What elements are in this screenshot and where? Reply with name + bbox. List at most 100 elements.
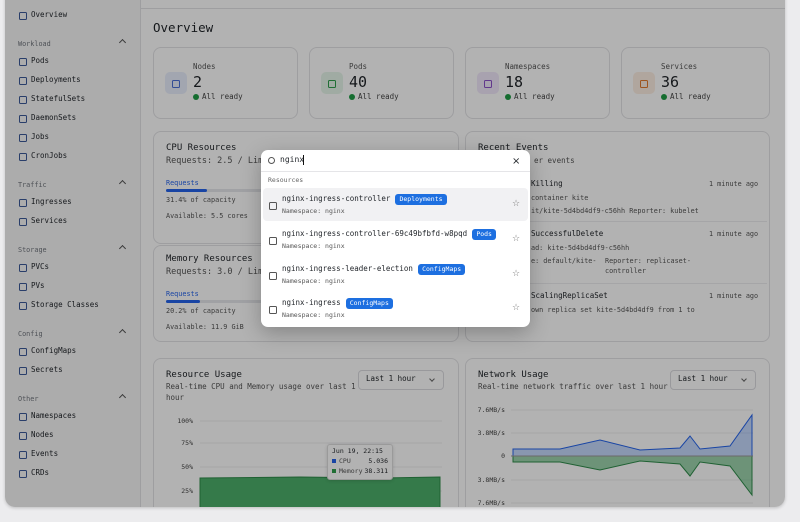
stat-status: All ready — [358, 92, 399, 101]
stat-label: Nodes — [193, 62, 216, 71]
card-title: Network Usage — [478, 370, 549, 380]
close-button[interactable]: × — [512, 156, 521, 167]
icon — [19, 96, 27, 104]
nav-item: StatefulSets — [31, 94, 86, 103]
card-subtitle: er events — [534, 156, 575, 165]
card-title: CPU Resources — [166, 143, 237, 153]
divider — [261, 171, 530, 172]
favorite-star[interactable]: ☆ — [512, 269, 521, 279]
y-tick-label: 3.8MB/s — [477, 429, 505, 437]
card-title: Memory Resources — [166, 254, 253, 264]
tooltip-series: Memory — [339, 467, 363, 475]
icon — [269, 272, 277, 280]
event-time: 1 minute ago — [709, 292, 759, 300]
icon — [269, 202, 277, 210]
y-tick-label: 25% — [181, 487, 193, 495]
result-name: nginx-ingress — [282, 298, 341, 307]
nav-item: Jobs — [31, 132, 50, 141]
result-name: nginx-ingress-controller-69c49bfbfd-w8pq… — [282, 229, 468, 238]
stat-value: 40 — [349, 73, 368, 91]
nav-group-title: Config — [18, 330, 43, 338]
search-result[interactable] — [263, 223, 528, 256]
y-tick-label: 7.6MB/s — [477, 499, 505, 507]
caret — [303, 155, 304, 165]
result-kind-badge: Deployments — [395, 193, 447, 205]
icon — [19, 134, 27, 142]
page-title: Overview — [153, 20, 214, 35]
icon — [19, 58, 27, 66]
tooltip-value: 38.311 — [364, 467, 388, 475]
result-namespace: Namespace: nginx — [282, 242, 345, 250]
event-reporter: Reporter: replicaset- — [605, 257, 691, 265]
available-text: Available: 11.9 GiB — [166, 323, 244, 331]
card-subtitle: Real-time network traffic over last 1 ho… — [478, 382, 668, 391]
icon — [19, 432, 27, 440]
nav-item: Storage Classes — [31, 300, 99, 309]
y-tick-label: 50% — [181, 463, 193, 471]
nav-item: CRDs — [31, 468, 50, 477]
search-input: nginx — [280, 155, 305, 164]
event-detail: container kite — [531, 194, 589, 202]
favorite-star[interactable]: ☆ — [512, 234, 521, 244]
favorite-star[interactable]: ☆ — [512, 303, 521, 313]
time-range-value: Last 1 hour — [366, 374, 416, 383]
divider — [466, 283, 767, 284]
event-reporter: controller — [605, 267, 646, 275]
icon — [19, 451, 27, 459]
favorite-star[interactable]: ☆ — [512, 199, 521, 209]
nav-item: CronJobs — [31, 151, 68, 160]
search-result[interactable] — [263, 258, 528, 291]
check-icon — [661, 94, 667, 100]
stat-status: All ready — [202, 92, 243, 101]
divider — [466, 221, 767, 222]
icon — [19, 115, 27, 123]
bar-label: Requests — [166, 179, 199, 187]
nav-group-title: Storage — [18, 246, 47, 254]
legend-swatch — [332, 469, 336, 473]
icon — [19, 413, 27, 421]
tooltip-series: CPU — [339, 457, 351, 465]
event-detail: it/kite-5d4bd4df9-c56hh Reporter: kubele… — [531, 207, 699, 215]
progress-fill — [166, 189, 207, 192]
available-text: Available: 5.5 cores — [166, 212, 248, 220]
card-subtitle: hour — [166, 393, 185, 402]
capacity-text: 20.2% of capacity — [166, 307, 236, 315]
result-namespace: Namespace: nginx — [282, 207, 345, 215]
nav-item: Pods — [31, 56, 50, 65]
icon — [19, 367, 27, 375]
time-range-select[interactable] — [358, 370, 444, 390]
time-range-select[interactable] — [670, 370, 756, 390]
search-result[interactable] — [263, 292, 528, 325]
event-reason: ScalingReplicaSet — [531, 291, 608, 300]
card-title: Resource Usage — [166, 370, 242, 380]
stat-status: All ready — [514, 92, 555, 101]
card-subtitle: Requests: 3.0 / Limits — [166, 267, 279, 277]
y-tick-label: 3.8MB/s — [477, 476, 505, 484]
icon — [19, 77, 27, 85]
header-border — [141, 8, 785, 9]
tooltip-date: Jun 19, 22:15 — [332, 447, 383, 455]
event-reason: SuccessfulDelete — [531, 229, 604, 238]
icon — [19, 153, 27, 161]
y-tick-label: 100% — [177, 417, 193, 425]
stat-value: 2 — [193, 73, 203, 91]
nav-item: Ingresses — [31, 197, 72, 206]
result-name: nginx-ingress-leader-election — [282, 264, 413, 273]
icon — [19, 199, 27, 207]
stat-label: Pods — [349, 62, 368, 71]
icon — [19, 12, 27, 20]
nav-item: Namespaces — [31, 411, 77, 420]
nav-item: PVCs — [31, 262, 50, 271]
card-title: Recent Events — [478, 143, 549, 153]
search-result[interactable] — [263, 188, 528, 221]
icon — [19, 283, 27, 291]
event-detail: own replica set kite-5d4bd4df9 from 1 to — [531, 306, 695, 314]
stat-value: 36 — [661, 73, 680, 91]
icon — [19, 302, 27, 310]
event-time: 1 minute ago — [709, 230, 759, 238]
card-subtitle: Real-time CPU and Memory usage over last… — [166, 382, 356, 391]
result-namespace: Namespace: nginx — [282, 277, 345, 285]
nav-item: Overview — [31, 10, 68, 19]
search-icon — [268, 157, 275, 164]
legend-swatch — [332, 459, 336, 463]
